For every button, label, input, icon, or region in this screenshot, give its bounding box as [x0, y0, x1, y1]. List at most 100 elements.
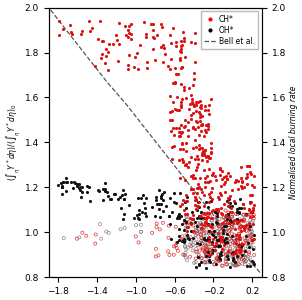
- Point: [237, 256, 242, 261]
- Point: [212, 262, 217, 267]
- Point: [221, 215, 226, 220]
- Point: [192, 76, 197, 81]
- Point: [248, 255, 253, 260]
- Point: [217, 224, 221, 229]
- Point: [214, 210, 218, 214]
- Point: [153, 213, 158, 218]
- Point: [180, 234, 185, 239]
- Point: [250, 247, 255, 251]
- Point: [175, 214, 180, 218]
- Point: [217, 243, 221, 248]
- Point: [216, 224, 221, 229]
- Point: [178, 44, 183, 49]
- Point: [196, 253, 201, 257]
- Point: [219, 253, 223, 257]
- Point: [203, 103, 208, 108]
- Point: [245, 172, 249, 176]
- Point: [207, 242, 212, 247]
- Point: [150, 230, 155, 235]
- Point: [249, 232, 254, 237]
- Point: [190, 238, 194, 242]
- Point: [204, 219, 209, 224]
- Point: [211, 248, 216, 252]
- Point: [118, 227, 123, 232]
- Point: [122, 196, 127, 201]
- Point: [198, 145, 203, 150]
- Point: [245, 241, 249, 246]
- Point: [196, 205, 201, 209]
- Point: [77, 235, 82, 240]
- Point: [230, 214, 235, 219]
- Point: [159, 22, 164, 27]
- Point: [203, 175, 207, 180]
- Point: [220, 238, 224, 243]
- Point: [200, 158, 204, 163]
- Point: [224, 256, 229, 261]
- Point: [80, 189, 85, 194]
- Point: [219, 246, 224, 251]
- Point: [219, 229, 223, 234]
- Point: [239, 229, 243, 233]
- Point: [113, 191, 117, 196]
- Point: [185, 165, 190, 170]
- Point: [251, 236, 256, 241]
- Point: [237, 258, 242, 262]
- Point: [199, 122, 204, 127]
- Point: [221, 227, 226, 232]
- Point: [209, 218, 214, 223]
- Point: [204, 227, 209, 232]
- Point: [196, 200, 201, 204]
- Point: [79, 195, 84, 200]
- Point: [230, 250, 235, 254]
- Point: [230, 225, 234, 230]
- Point: [236, 262, 241, 267]
- Point: [230, 261, 235, 266]
- Point: [172, 244, 176, 249]
- Point: [238, 236, 243, 241]
- Point: [191, 176, 195, 180]
- Point: [180, 146, 185, 151]
- Point: [239, 217, 244, 222]
- Point: [104, 53, 108, 58]
- Point: [179, 239, 184, 244]
- Point: [221, 230, 226, 235]
- Point: [153, 198, 158, 203]
- Point: [185, 232, 189, 237]
- Point: [166, 249, 171, 254]
- Point: [196, 262, 201, 266]
- Point: [206, 205, 210, 209]
- Point: [223, 256, 228, 261]
- Point: [193, 198, 198, 203]
- Point: [153, 254, 158, 259]
- Point: [229, 231, 234, 236]
- Point: [215, 255, 220, 260]
- Point: [250, 207, 255, 212]
- Point: [188, 117, 193, 122]
- Point: [234, 251, 239, 256]
- Point: [235, 186, 240, 191]
- Point: [234, 233, 239, 238]
- Point: [206, 200, 211, 205]
- Point: [171, 80, 175, 85]
- Point: [156, 253, 161, 258]
- Point: [241, 219, 246, 224]
- Point: [157, 202, 162, 207]
- Point: [162, 45, 166, 50]
- Point: [230, 188, 234, 192]
- Point: [210, 218, 214, 223]
- Point: [172, 107, 177, 112]
- Point: [183, 244, 188, 249]
- Point: [210, 186, 214, 190]
- Point: [194, 203, 199, 208]
- Point: [246, 207, 251, 212]
- Point: [252, 253, 257, 257]
- Point: [169, 145, 174, 150]
- Point: [200, 238, 205, 243]
- Point: [226, 204, 231, 208]
- Point: [171, 126, 175, 131]
- Point: [237, 219, 242, 224]
- Point: [223, 227, 228, 232]
- Point: [195, 156, 200, 161]
- Point: [210, 170, 215, 175]
- Point: [158, 202, 163, 207]
